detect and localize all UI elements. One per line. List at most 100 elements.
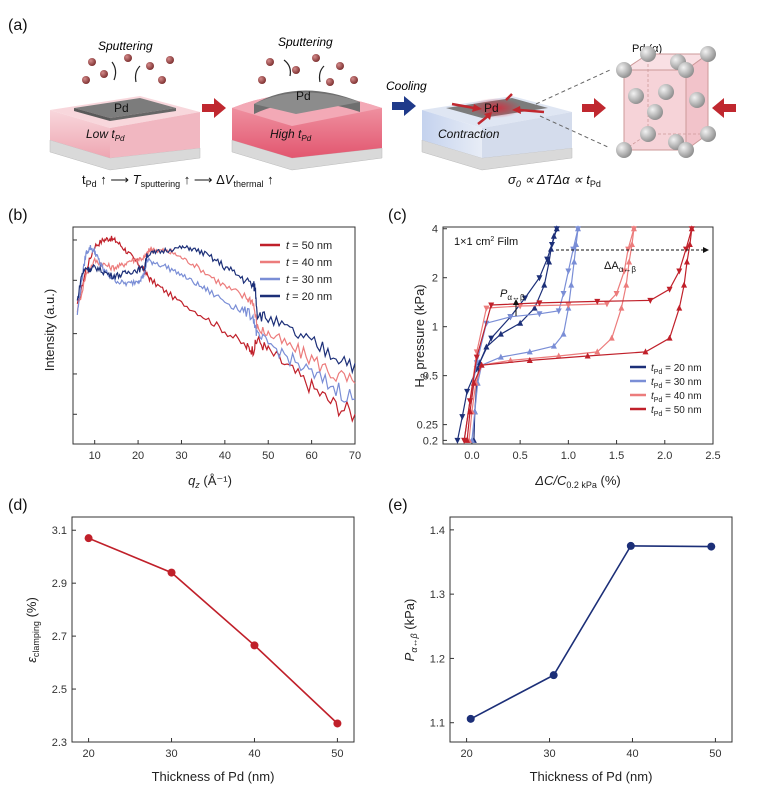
panel-b-frame <box>72 226 356 445</box>
arrow-blue <box>392 96 416 116</box>
panel-c-ylabel: H2 pressure (kPa) <box>412 284 429 387</box>
panel-c-absorption-marker <box>642 348 649 355</box>
panel-c-xtick-label: 2.0 <box>657 450 672 462</box>
panel-b-series-line <box>76 244 356 375</box>
panel-e-xtick-label: 30 <box>543 748 555 760</box>
panel-c-p-annotation: Pα↔β <box>500 288 525 302</box>
panel-e-ylabel: Pα↔β (kPa) <box>402 599 419 662</box>
panel-c-legend-label: tPd = 40 nm <box>651 391 702 404</box>
panel-c-legend-label: tPd = 50 nm <box>651 405 702 418</box>
panel-a-label: (a) <box>8 17 28 34</box>
panel-b-legend-label: t = 20 nm <box>286 291 332 303</box>
panel-c-absorption-marker <box>594 348 601 355</box>
panel-c-desorption-marker <box>553 226 560 233</box>
panel-c-absorption-marker <box>526 356 533 363</box>
panel-b-xtick-label: 70 <box>349 450 361 462</box>
panel-b-xtick-label: 40 <box>219 450 231 462</box>
panel-b-ylabel: Intensity (a.u.) <box>42 289 57 371</box>
panel-c-desorption-marker <box>613 290 620 297</box>
panel-e-ytick-label: 1.1 <box>430 718 445 730</box>
panel-c-desorption-marker <box>488 335 495 342</box>
panel-c-label: (c) <box>388 207 407 224</box>
panel-c-absorption-line <box>473 228 558 441</box>
pd-fcc-cube: Pd (α) <box>616 43 716 158</box>
panel-c-absorption-marker <box>531 304 538 311</box>
panel-c-desorption-marker <box>565 302 572 309</box>
panel-b-xticks: 10 20 30 40 50 60 70 <box>73 239 361 462</box>
panel-c-absorption-marker <box>555 352 562 359</box>
panel-c-absorption-marker <box>526 348 533 355</box>
panel-e-point <box>466 714 475 723</box>
panel-b-legend-label: t = 50 nm <box>286 240 332 252</box>
panel-b-xtick-label: 60 <box>305 450 317 462</box>
panel-c-ytick-label: 0.2 <box>423 435 438 447</box>
panel-c-p-arrowhead <box>513 299 519 305</box>
panel-b: (b) Intensity (a.u.) 10 20 30 40 50 60 70 t = … <box>8 207 361 490</box>
panel-d-point <box>84 534 93 543</box>
panel-c-desorption-marker <box>575 226 581 233</box>
panel-c: (c) H2 pressure (kPa) 0.0 0.5 1.0 1.5 2.0 2.5… <box>388 207 721 490</box>
panel-b-legend: t = 50 nm t = 40 nm t = 30 nm t = 20 nm <box>260 240 332 303</box>
panel-c-desorption-marker <box>517 303 524 310</box>
panel-c-absorption-marker <box>623 281 630 288</box>
sputter-particles-2 <box>258 54 358 86</box>
panel-e-line <box>470 545 712 720</box>
panel-c-desorption-marker <box>594 298 601 305</box>
equation-right: σ0 ∝ ΔTΔα ∝ tPd <box>508 172 601 189</box>
panel-c-desorption-marker <box>630 226 637 233</box>
panel-c-desorption-marker <box>467 398 473 405</box>
panel-d-frame <box>71 516 355 743</box>
panel-c-ytick-label: 0.25 <box>417 420 438 432</box>
panel-c-series <box>454 225 695 444</box>
panel-c-desorption-marker <box>647 297 654 304</box>
panel-b-series <box>76 235 356 423</box>
panel-d-ytick-label: 2.3 <box>52 737 67 749</box>
panel-e-ytick-label: 1.2 <box>430 653 445 665</box>
panel-e-ticks: 20 30 40 50 1.1 1.2 1.3 1.4 <box>430 525 722 760</box>
panel-c-absorption-marker <box>683 258 690 265</box>
panel-e-series <box>466 541 716 723</box>
panel-d-xtick-label: 50 <box>331 748 343 760</box>
panel-e-point <box>626 541 635 550</box>
panel-c-absorption-marker <box>546 258 553 265</box>
panel-e: (e) Pα↔β (kPa) 20 30 40 50 1.1 1.2 1.3 1.4 Thic… <box>388 497 733 784</box>
panel-b-legend-label: t = 30 nm <box>286 274 332 286</box>
panel-c-ytick-label: 2 <box>432 273 438 285</box>
panel-c-absorption-marker <box>497 353 504 360</box>
panel-c-absorption-marker <box>550 232 557 239</box>
panel-d-ytick-label: 2.7 <box>52 631 67 643</box>
panel-c-absorption-marker <box>541 281 548 288</box>
panel-d: (d) εclamping (%) 20 30 40 50 2.3 2.5 2.7 2.9 3.… <box>8 497 355 784</box>
panel-c-ytick-label: 1 <box>432 322 438 334</box>
panel-d-series <box>84 534 342 728</box>
panel-c-absorption-marker <box>568 281 575 288</box>
panel-c-xtick-label: 0.0 <box>464 450 479 462</box>
panel-d-ytick-label: 3.1 <box>52 525 67 537</box>
panel-b-legend-label: t = 40 nm <box>286 257 332 269</box>
panel-c-absorption-marker <box>618 304 625 311</box>
panel-d-ylabel: εclamping (%) <box>24 597 41 663</box>
low-t-label: Low tPd <box>86 127 125 143</box>
panel-c-desorption-marker <box>560 290 567 297</box>
pd-label-3: Pd <box>484 101 499 115</box>
panel-e-frame <box>449 516 733 743</box>
panel-b-series-line <box>76 245 356 403</box>
panel-c-desorption-marker <box>536 300 543 307</box>
panel-c-absorption-marker <box>548 245 554 252</box>
panel-c-absorption-marker <box>560 330 567 337</box>
panel-c-absorption-marker <box>626 258 633 265</box>
panel-c-absorption-marker <box>470 379 477 386</box>
panel-c-desorption-marker <box>666 286 673 293</box>
panel-c-absorption-marker <box>573 241 580 248</box>
panel-c-absorption-marker <box>483 343 490 350</box>
panel-c-absorption-marker <box>507 356 514 363</box>
panel-c-absorption-marker <box>584 352 591 359</box>
panel-e-point <box>549 671 558 680</box>
panel-a: (a) Sputtering Pd Low tPd Sputtering <box>8 17 736 189</box>
panel-c-xtick-label: 1.0 <box>561 450 576 462</box>
cooling-label: Cooling <box>386 79 427 93</box>
panel-e-ytick-label: 1.3 <box>430 589 445 601</box>
panel-c-ytick-label: 0.5 <box>423 371 438 383</box>
stack-low-t: Pd Low tPd <box>49 96 201 171</box>
